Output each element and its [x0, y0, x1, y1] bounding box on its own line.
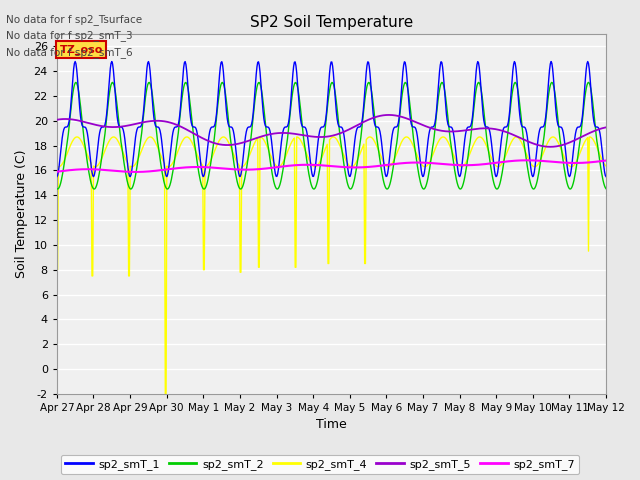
Legend: sp2_smT_1, sp2_smT_2, sp2_smT_4, sp2_smT_5, sp2_smT_7: sp2_smT_1, sp2_smT_2, sp2_smT_4, sp2_smT…: [61, 455, 579, 474]
Text: TZ_oso: TZ_oso: [60, 45, 103, 55]
Text: No data for f sp2_smT_3: No data for f sp2_smT_3: [6, 30, 133, 41]
Text: No data for f sp2_Tsurface: No data for f sp2_Tsurface: [6, 13, 143, 24]
Y-axis label: Soil Temperature (C): Soil Temperature (C): [15, 150, 28, 278]
Text: No data for f sp2_smT_6: No data for f sp2_smT_6: [6, 47, 133, 58]
Title: SP2 Soil Temperature: SP2 Soil Temperature: [250, 15, 413, 30]
X-axis label: Time: Time: [316, 419, 347, 432]
